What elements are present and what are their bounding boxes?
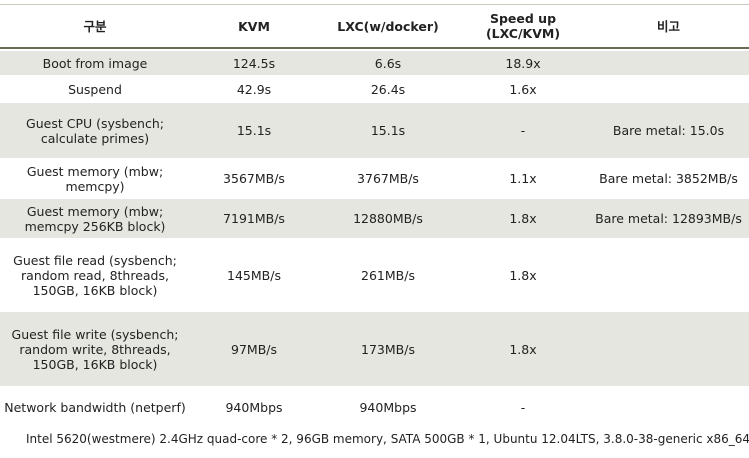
table-cell: 1.8x xyxy=(458,199,588,238)
header-cell: 구분 xyxy=(0,4,190,49)
table-cell: 1.1x xyxy=(509,171,537,186)
table-header: 구분 KVM LXC(w/docker) Speed up (LXC/KVM) 비고 xyxy=(0,4,749,49)
table-row: Network bandwidth (netperf) 940Mbps 940Mbp… xyxy=(0,388,749,426)
table-cell: Guest memory (mbw; memcpy) xyxy=(26,163,164,194)
table-cell xyxy=(588,388,749,426)
table-cell: - xyxy=(458,103,588,158)
table-cell: - xyxy=(520,399,526,415)
table-cell: Suspend xyxy=(68,81,122,97)
table-cell: 940Mbps xyxy=(359,399,417,415)
table-cell: 15.1s xyxy=(318,103,458,158)
table-body: Boot from image 124.5s 6.6s 18.9x Suspend 42.… xyxy=(0,51,749,426)
table-cell: 173MB/s xyxy=(318,312,458,386)
table-cell: 97MB/s xyxy=(190,312,318,386)
table-cell: 145MB/s xyxy=(227,267,281,283)
table-cell: 1.6x xyxy=(509,81,537,97)
table-cell: 42.9s xyxy=(236,81,272,97)
table-cell: Bare metal: 15.0s xyxy=(588,103,749,158)
table-cell: 7191MB/s xyxy=(190,199,318,238)
table-cell: 15.1s xyxy=(190,103,318,158)
table-cell: 261MB/s xyxy=(361,267,415,283)
table-cell: Guest file read (sysbench; random read, … xyxy=(13,252,177,298)
table-row: Guest memory (mbw; memcpy 256KB block) 71… xyxy=(0,199,749,238)
table-cell: 18.9x xyxy=(458,51,588,75)
table-cell: 124.5s xyxy=(190,51,318,75)
table-cell: Network bandwidth (netperf) xyxy=(4,399,186,415)
table-cell xyxy=(588,240,749,310)
table-row: Boot from image 124.5s 6.6s 18.9x xyxy=(0,51,749,75)
table-cell: 1.8x xyxy=(509,267,537,283)
table-row: Guest file read (sysbench; random read, … xyxy=(0,240,749,310)
table-cell: 3767MB/s xyxy=(357,171,419,186)
table-cell: Bare metal: 12893MB/s xyxy=(588,199,749,238)
table-cell: 940Mbps xyxy=(225,399,283,415)
header-row: 구분 KVM LXC(w/docker) Speed up (LXC/KVM) 비고 xyxy=(0,4,749,49)
table-row: Suspend 42.9s 26.4s 1.6x xyxy=(0,77,749,101)
table-cell: 1.8x xyxy=(458,312,588,386)
table-row: Guest file write (sysbench; random write… xyxy=(0,312,749,386)
header-cell: LXC(w/docker) xyxy=(318,4,458,49)
table-cell xyxy=(588,312,749,386)
table-cell: 26.4s xyxy=(370,81,406,97)
table-cell: Guest CPU (sysbench; calculate primes) xyxy=(0,103,190,158)
table-cell: Bare metal: 3852MB/s xyxy=(599,171,738,186)
benchmark-table: 구분 KVM LXC(w/docker) Speed up (LXC/KVM) 비고 B… xyxy=(0,2,749,428)
table-cell: Boot from image xyxy=(0,51,190,75)
table-cell xyxy=(588,51,749,75)
header-cell: Speed up (LXC/KVM) xyxy=(458,4,588,49)
table-cell: 3567MB/s xyxy=(223,171,285,186)
table-cell xyxy=(588,77,749,101)
table-cell: Guest memory (mbw; memcpy 256KB block) xyxy=(0,199,190,238)
table-cell: Guest file write (sysbench; random write… xyxy=(0,312,190,386)
table-cell: 6.6s xyxy=(318,51,458,75)
table-row: Guest memory (mbw; memcpy) 3567MB/s 3767MB… xyxy=(0,160,749,197)
table-row: Guest CPU (sysbench; calculate primes) 15… xyxy=(0,103,749,158)
table-cell: 12880MB/s xyxy=(318,199,458,238)
header-cell: KVM xyxy=(190,4,318,49)
footnote: Intel 5620(westmere) 2.4GHz quad-core * … xyxy=(26,432,749,446)
header-cell: 비고 xyxy=(588,4,749,49)
